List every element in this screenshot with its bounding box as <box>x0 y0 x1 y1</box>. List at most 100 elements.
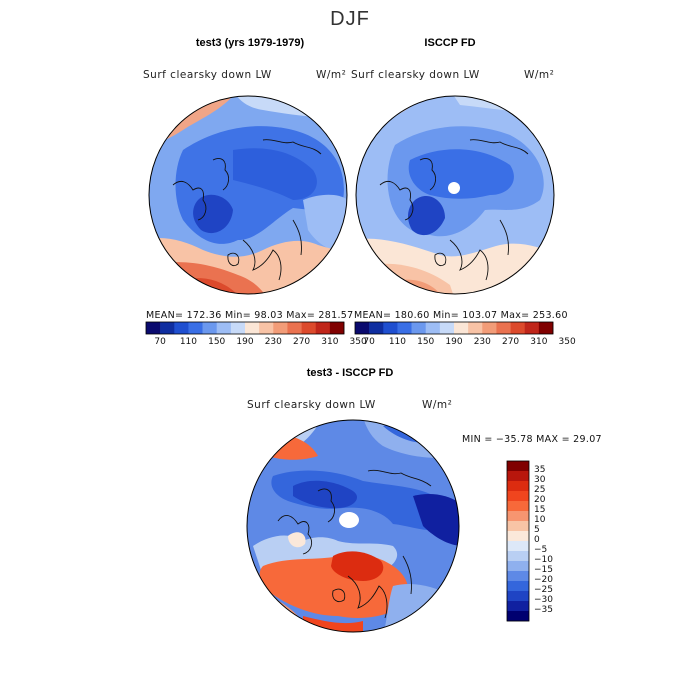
colorbar-model-swatch <box>174 322 189 334</box>
colorbar-diff-tick-label: 15 <box>534 505 546 515</box>
colorbar-obs-swatch <box>439 322 455 334</box>
colorbar-model-swatch <box>160 322 175 334</box>
colorbar-model-frame <box>145 321 345 335</box>
colorbar-diff-swatch <box>507 501 529 512</box>
colorbar-model-tick-label: 310 <box>321 337 339 347</box>
colorbar-obs-swatch <box>468 322 483 334</box>
colorbar-obs-swatch <box>524 322 540 334</box>
colorbar-obs-swatch <box>510 322 526 334</box>
colorbar-model-tick-label: 190 <box>236 337 254 347</box>
colorbar-model <box>145 321 345 335</box>
polar-map-obs <box>355 95 555 295</box>
colorbar-diff-swatch <box>507 591 529 602</box>
colorbar-model-swatch <box>259 322 274 334</box>
colorbar-model-tick-label: 150 <box>208 337 226 347</box>
colorbar-obs <box>354 321 554 335</box>
colorbar-diff-swatch <box>507 521 529 532</box>
colorbar-model-tick-label: 110 <box>179 337 198 347</box>
colorbar-diff-tick-label: −15 <box>534 565 553 575</box>
panel-title-diff: test3 - ISCCP FD <box>306 367 394 379</box>
colorbar-model-swatch <box>301 322 317 334</box>
variable-label-model: Surf clearsky down LW <box>143 69 272 81</box>
colorbar-diff-tick-label: −35 <box>534 605 553 615</box>
colorbar-diff-swatch <box>507 541 529 552</box>
colorbar-obs-tick-label: 110 <box>388 337 407 347</box>
colorbar-diff-swatch <box>507 531 529 542</box>
colorbar-ticks-diff: 35 30 25 20 15 10 5 0 −5 −10 −15 −20 −25 −30 −35 <box>534 461 594 621</box>
colorbar-model-swatch <box>146 322 161 334</box>
panel-title-model: test3 (yrs 1979-1979) <box>195 37 305 49</box>
colorbar-obs-swatch <box>425 322 441 334</box>
colorbar-obs-swatch <box>383 322 398 334</box>
units-label-obs: W/m² <box>524 69 555 81</box>
colorbar-diff-swatch <box>507 571 529 582</box>
colorbar-obs-swatch <box>355 322 370 334</box>
season-title: DJF <box>330 8 370 30</box>
colorbar-obs-swatch <box>369 322 384 334</box>
polar-map-model <box>148 95 348 295</box>
colorbar-model-tick-label: 70 <box>154 337 166 347</box>
colorbar-diff-tick-label: −25 <box>534 585 553 595</box>
colorbar-obs-swatch <box>397 322 412 334</box>
colorbar-diff-tick-label: −20 <box>534 575 553 585</box>
colorbar-diff-tick-label: 35 <box>534 465 546 475</box>
colorbar-diff-swatch <box>507 481 529 492</box>
colorbar-model-tick-label: 270 <box>292 337 311 347</box>
variable-label-obs: Surf clearsky down LW <box>351 69 480 81</box>
colorbar-obs-swatch <box>411 322 427 334</box>
colorbar-obs-tick-label: 310 <box>530 337 548 347</box>
colorbar-diff-swatch <box>507 611 529 622</box>
colorbar-diff-tick-label: −10 <box>534 555 553 565</box>
colorbar-diff-swatch <box>507 491 529 502</box>
colorbar-diff-tick-label: −30 <box>534 595 553 605</box>
colorbar-diff-tick-label: 30 <box>534 475 546 485</box>
units-label-diff: W/m² <box>422 399 453 411</box>
colorbar-diff-tick-label: −5 <box>534 545 548 555</box>
colorbar-model-swatch <box>230 322 246 334</box>
colorbar-model-tick-label: 350 <box>349 337 367 347</box>
colorbar-ticks-obs: 70 110 150 190 230 270 310 350 <box>355 337 575 349</box>
units-label-model: W/m² <box>316 69 347 81</box>
stats-diff: MIN = −35.78 MAX = 29.07 <box>462 434 602 445</box>
colorbar-obs-tick-label: 230 <box>473 337 491 347</box>
colorbar-diff-tick-label: 10 <box>534 515 546 525</box>
colorbar-model-swatch <box>188 322 203 334</box>
polar-map-diff <box>246 419 460 633</box>
colorbar-model-swatch <box>329 322 345 334</box>
colorbar-diff <box>506 460 530 622</box>
colorbar-obs-swatch <box>496 322 511 334</box>
variable-label-diff: Surf clearsky down LW <box>247 399 376 411</box>
colorbar-obs-tick-label: 350 <box>558 337 576 347</box>
colorbar-model-swatch <box>287 322 302 334</box>
colorbar-diff-tick-label: 20 <box>534 495 546 505</box>
colorbar-diff-tick-label: 5 <box>534 525 540 535</box>
colorbar-diff-tick-label: 25 <box>534 485 546 495</box>
colorbar-obs-frame <box>354 321 554 335</box>
colorbar-ticks-model: 70 110 150 190 230 270 310 350 <box>146 337 366 349</box>
colorbar-diff-tick-label: 0 <box>534 535 540 545</box>
colorbar-diff-swatch <box>507 471 529 482</box>
stats-obs: MEAN= 180.60 Min= 103.07 Max= 253.60 <box>354 310 568 321</box>
colorbar-obs-tick-label: 270 <box>501 337 520 347</box>
colorbar-model-swatch <box>315 322 331 334</box>
colorbar-obs-tick-label: 150 <box>417 337 435 347</box>
colorbar-model-swatch <box>245 322 260 334</box>
colorbar-diff-swatch <box>507 601 529 612</box>
colorbar-obs-swatch <box>482 322 497 334</box>
colorbar-diff-frame <box>506 460 530 622</box>
colorbar-diff-swatch <box>507 461 529 472</box>
colorbar-model-swatch <box>216 322 232 334</box>
colorbar-diff-swatch <box>507 511 529 522</box>
colorbar-obs-tick-label: 190 <box>445 337 463 347</box>
colorbar-obs-swatch <box>538 322 554 334</box>
colorbar-diff-swatch <box>507 551 529 562</box>
colorbar-obs-tick-label: 70 <box>363 337 375 347</box>
colorbar-model-swatch <box>202 322 218 334</box>
panel-title-obs: ISCCP FD <box>424 37 476 49</box>
colorbar-model-tick-label: 230 <box>264 337 282 347</box>
stats-model: MEAN= 172.36 Min= 98.03 Max= 281.57 <box>146 310 354 321</box>
colorbar-diff-swatch <box>507 581 529 592</box>
colorbar-obs-swatch <box>454 322 469 334</box>
colorbar-model-swatch <box>273 322 288 334</box>
